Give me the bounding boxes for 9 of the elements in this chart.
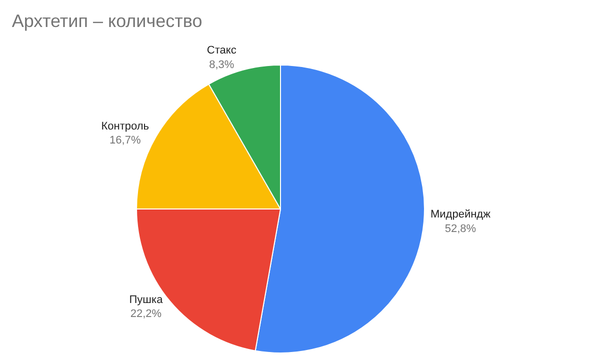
slice-label: Пушка	[129, 294, 164, 306]
slice-label: Контроль	[101, 120, 150, 132]
data-label: 16,7%	[110, 134, 141, 147]
data-label: 8,3%	[209, 58, 234, 71]
slice-label: Мидрейндж	[430, 208, 492, 221]
chart-title: Архтетип – количество	[12, 11, 202, 32]
data-label: 52,8%	[444, 222, 476, 235]
data-label: 22,2%	[130, 308, 162, 320]
slice-label: Стакс	[206, 44, 237, 56]
